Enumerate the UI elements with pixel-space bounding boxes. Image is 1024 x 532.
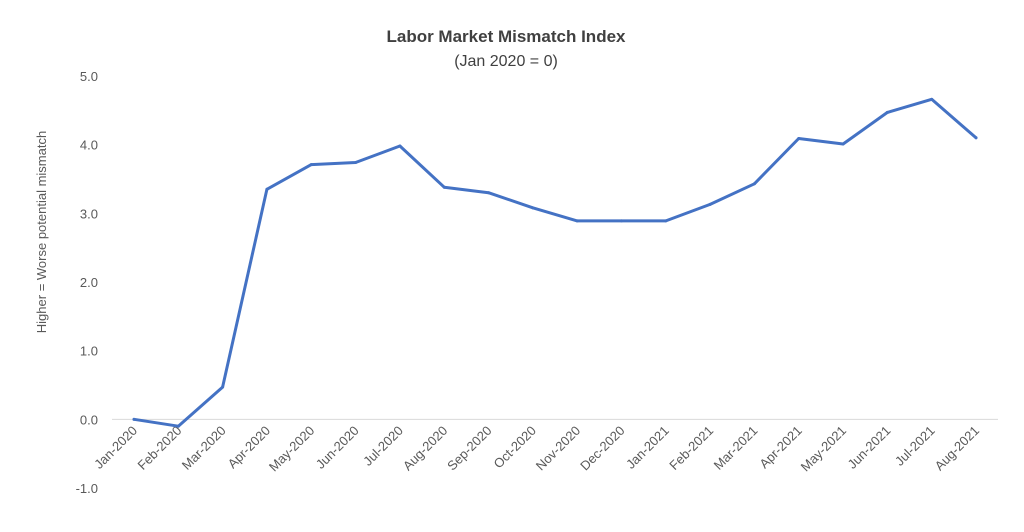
data-point xyxy=(841,142,845,146)
x-tick-label: Jan-2020 xyxy=(91,423,140,472)
data-point xyxy=(265,187,269,191)
data-point xyxy=(398,144,402,148)
x-tick-label: Jun-2020 xyxy=(313,423,362,472)
x-tick-label: Oct-2020 xyxy=(491,423,539,471)
y-axis-label: Higher = Worse potential mismatch xyxy=(34,131,49,333)
chart-title: Labor Market Mismatch Index xyxy=(386,27,626,46)
series-line xyxy=(132,97,978,428)
y-tick-label: 5.0 xyxy=(80,69,98,84)
x-tick-label: Mar-2020 xyxy=(179,423,229,473)
series-group xyxy=(132,97,978,428)
y-tick-label: 1.0 xyxy=(80,344,98,359)
data-point xyxy=(930,97,934,101)
data-point xyxy=(619,219,623,223)
x-tick-label: May-2020 xyxy=(266,423,317,474)
data-point xyxy=(176,424,180,428)
x-tick-label: Feb-2020 xyxy=(134,423,184,473)
x-tick-label: Jun-2021 xyxy=(845,423,894,472)
x-tick-label: Feb-2021 xyxy=(666,423,716,473)
data-point xyxy=(531,206,535,210)
data-point xyxy=(752,182,756,186)
x-tick-label: Nov-2020 xyxy=(533,423,583,473)
data-point xyxy=(797,136,801,140)
x-axis-ticks: Jan-2020Feb-2020Mar-2020Apr-2020May-2020… xyxy=(91,423,982,474)
x-tick-label: Sep-2020 xyxy=(444,423,494,473)
data-point xyxy=(221,385,225,389)
y-tick-label: 0.0 xyxy=(80,412,98,427)
y-tick-label: -1.0 xyxy=(76,481,98,496)
chart-subtitle: (Jan 2020 = 0) xyxy=(454,53,558,70)
x-tick-label: Jan-2021 xyxy=(623,423,672,472)
x-tick-label: Jul-2020 xyxy=(360,423,406,469)
x-tick-label: Aug-2020 xyxy=(400,423,450,473)
y-axis-ticks: -1.0 0.0 1.0 2.0 3.0 4.0 5.0 xyxy=(76,69,98,496)
x-tick-label: Aug-2021 xyxy=(932,423,982,473)
y-tick-label: 2.0 xyxy=(80,275,98,290)
x-tick-label: May-2021 xyxy=(798,423,849,474)
data-point xyxy=(487,191,491,195)
data-point xyxy=(664,219,668,223)
x-tick-label: Dec-2020 xyxy=(577,423,627,473)
data-point xyxy=(575,219,579,223)
y-tick-label: 3.0 xyxy=(80,206,98,221)
y-tick-label: 4.0 xyxy=(80,138,98,153)
x-tick-label: Mar-2021 xyxy=(711,423,761,473)
data-point xyxy=(132,417,136,421)
data-point xyxy=(974,136,978,140)
data-point xyxy=(885,110,889,114)
data-point xyxy=(708,202,712,206)
x-tick-label: Jul-2021 xyxy=(892,423,938,469)
data-point xyxy=(309,163,313,167)
data-point xyxy=(442,185,446,189)
data-point xyxy=(354,161,358,165)
